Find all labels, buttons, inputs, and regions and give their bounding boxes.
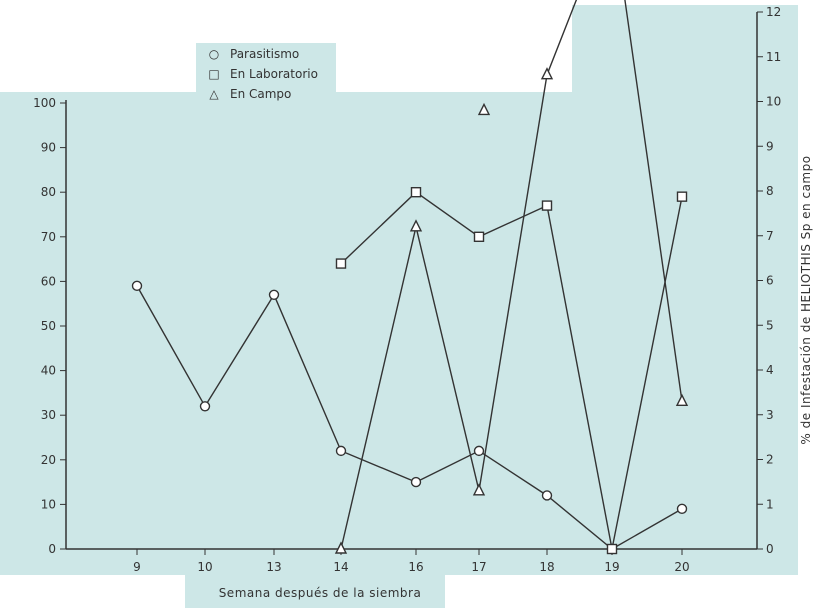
plot-background-right (572, 5, 798, 575)
x-tick-label: 18 (539, 560, 554, 574)
data-point-circle (410, 476, 422, 488)
right-tick-label: 2 (766, 453, 774, 467)
left-tick-label: 90 (41, 141, 56, 155)
legend-label: Parasitismo (230, 47, 300, 61)
x-axis-label-background (185, 565, 445, 608)
right-tick-label: 0 (766, 542, 774, 556)
data-point-square (606, 543, 618, 555)
left-tick-label: 60 (41, 274, 56, 288)
left-tick-label: 40 (41, 364, 56, 378)
right-tick-label: 12 (766, 5, 781, 19)
x-tick-label: 10 (197, 560, 212, 574)
right-tick-label: 11 (766, 50, 781, 64)
data-point-square (335, 258, 347, 269)
series-line-3 (340, 0, 683, 550)
data-point-circle (268, 289, 280, 300)
right-tick-label: 7 (766, 229, 774, 243)
x-tick-label: 19 (604, 560, 619, 574)
left-tick-label: 30 (41, 408, 56, 422)
x-tick-label: 20 (674, 560, 689, 574)
left-tick-label: 80 (41, 185, 56, 199)
plot-background-left (0, 92, 575, 575)
right-tick-label: 1 (766, 497, 774, 511)
left-tick-label: 50 (41, 319, 56, 333)
data-point-circle (541, 490, 553, 501)
right-tick-label: 6 (766, 274, 774, 288)
x-tick-label: 13 (266, 560, 281, 574)
right-tick-label: 9 (766, 139, 774, 153)
x-tick-label: 14 (333, 560, 348, 574)
legend: ○ Parasitismo □ En Laboratorio △ En Camp… (208, 44, 318, 104)
data-point-square (410, 186, 422, 198)
right-tick-label: 10 (766, 95, 781, 109)
legend-item-parasitismo: ○ Parasitismo (208, 44, 318, 64)
x-tick-label: 9 (133, 560, 141, 574)
data-point-triangle (334, 541, 348, 554)
series-line-2 (340, 191, 683, 550)
right-axis-label: % de Infestación de HELIOTHIS Sp en camp… (799, 155, 813, 445)
triangle-marker-icon: △ (209, 87, 219, 101)
data-point-square (676, 191, 688, 202)
square-marker-icon: □ (208, 67, 220, 81)
legend-label: En Campo (230, 87, 292, 101)
data-point-triangle (675, 393, 689, 407)
data-point-triangle (472, 483, 486, 496)
x-tick-label: 17 (471, 560, 486, 574)
legend-background (196, 43, 336, 105)
right-tick-label: 5 (766, 318, 774, 332)
data-point-circle (131, 280, 143, 292)
data-point-circle (335, 445, 347, 457)
left-tick-label: 20 (41, 453, 56, 467)
left-tick-label: 70 (41, 230, 56, 244)
data-point-triangle (409, 219, 423, 232)
circle-marker-icon: ○ (208, 47, 220, 61)
left-tick-label: 0 (48, 542, 56, 556)
right-tick-label: 8 (766, 184, 774, 198)
legend-label: En Laboratorio (230, 67, 318, 81)
data-point-circle (199, 401, 211, 412)
data-point-square (541, 200, 553, 211)
right-tick-label: 3 (766, 408, 774, 422)
right-tick-label: 4 (766, 363, 774, 377)
x-tick-label: 16 (408, 560, 423, 574)
x-axis-label: Semana después de la siembra (218, 586, 422, 600)
data-point-triangle (540, 67, 554, 80)
data-point-square (473, 231, 485, 243)
left-tick-label: 100 (33, 96, 56, 110)
legend-item-en-campo: △ En Campo (208, 84, 318, 104)
data-point-circle (473, 445, 485, 457)
legend-item-en-laboratorio: □ En Laboratorio (208, 64, 318, 84)
data-point-circle (676, 503, 688, 515)
left-tick-label: 10 (41, 497, 56, 511)
data-point-triangle-isolated (477, 102, 491, 116)
